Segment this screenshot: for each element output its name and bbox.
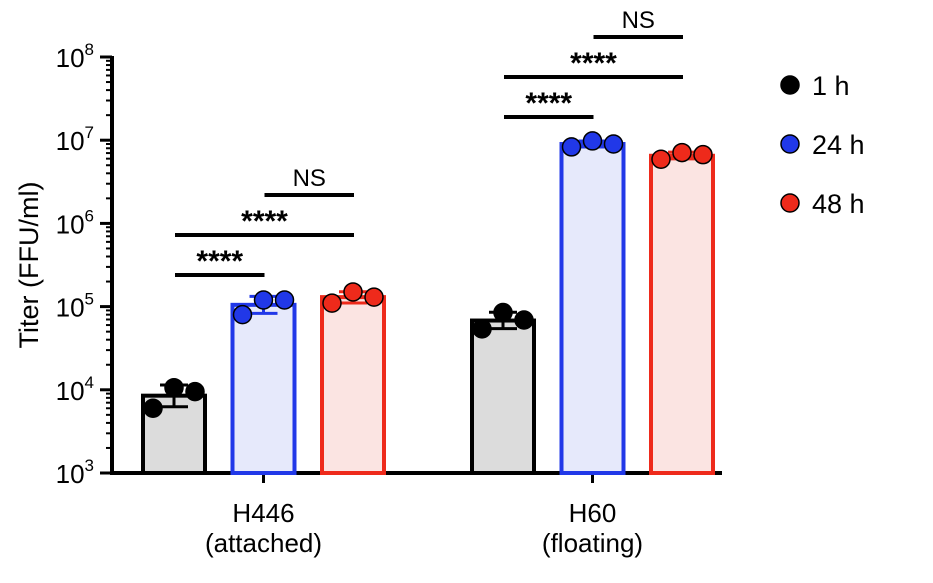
significance-label: NS — [622, 7, 655, 34]
data-point — [322, 293, 342, 313]
y-tick-label: 105 — [56, 290, 94, 323]
data-point — [343, 282, 363, 302]
data-point — [693, 144, 713, 165]
significance-label: **** — [570, 47, 617, 80]
data-point — [274, 290, 295, 310]
significance-label: **** — [525, 87, 572, 120]
legend-marker — [780, 75, 800, 95]
significance-label: NS — [293, 165, 326, 192]
data-point — [561, 137, 582, 157]
y-tick-label: 103 — [56, 456, 94, 489]
x-tick-sublabel: (attached) — [205, 528, 322, 558]
legend-label: 24 h — [812, 130, 865, 160]
data-point — [253, 290, 274, 310]
x-tick-sublabel: (floating) — [542, 528, 643, 558]
y-tick-label: 107 — [56, 123, 94, 156]
significance-label: **** — [241, 205, 288, 238]
y-tick-label: 108 — [56, 40, 94, 73]
data-point — [472, 319, 492, 339]
data-point — [651, 149, 671, 170]
legend-marker — [780, 134, 800, 154]
y-axis-label: Titer (FFU/ml) — [14, 182, 44, 349]
data-point — [514, 310, 534, 330]
data-point — [232, 304, 253, 325]
significance-label: **** — [196, 245, 243, 278]
bar — [649, 153, 715, 476]
data-point — [582, 131, 603, 151]
x-tick-label: H60 — [569, 498, 617, 528]
data-point — [164, 377, 184, 398]
legend-marker — [780, 193, 800, 213]
data-point — [185, 381, 205, 402]
y-tick-label: 106 — [56, 206, 94, 239]
legend-label: 48 h — [812, 189, 865, 219]
bar — [230, 302, 297, 475]
data-point — [603, 134, 624, 154]
data-point — [672, 142, 692, 163]
data-point — [493, 302, 513, 323]
legend-label: 1 h — [812, 71, 850, 101]
x-tick-label: H446 — [232, 498, 294, 528]
bar — [470, 318, 536, 475]
y-tick-label: 104 — [56, 373, 94, 406]
bar — [320, 295, 386, 475]
data-point — [364, 287, 384, 307]
data-point — [143, 398, 163, 419]
bar — [559, 142, 626, 475]
